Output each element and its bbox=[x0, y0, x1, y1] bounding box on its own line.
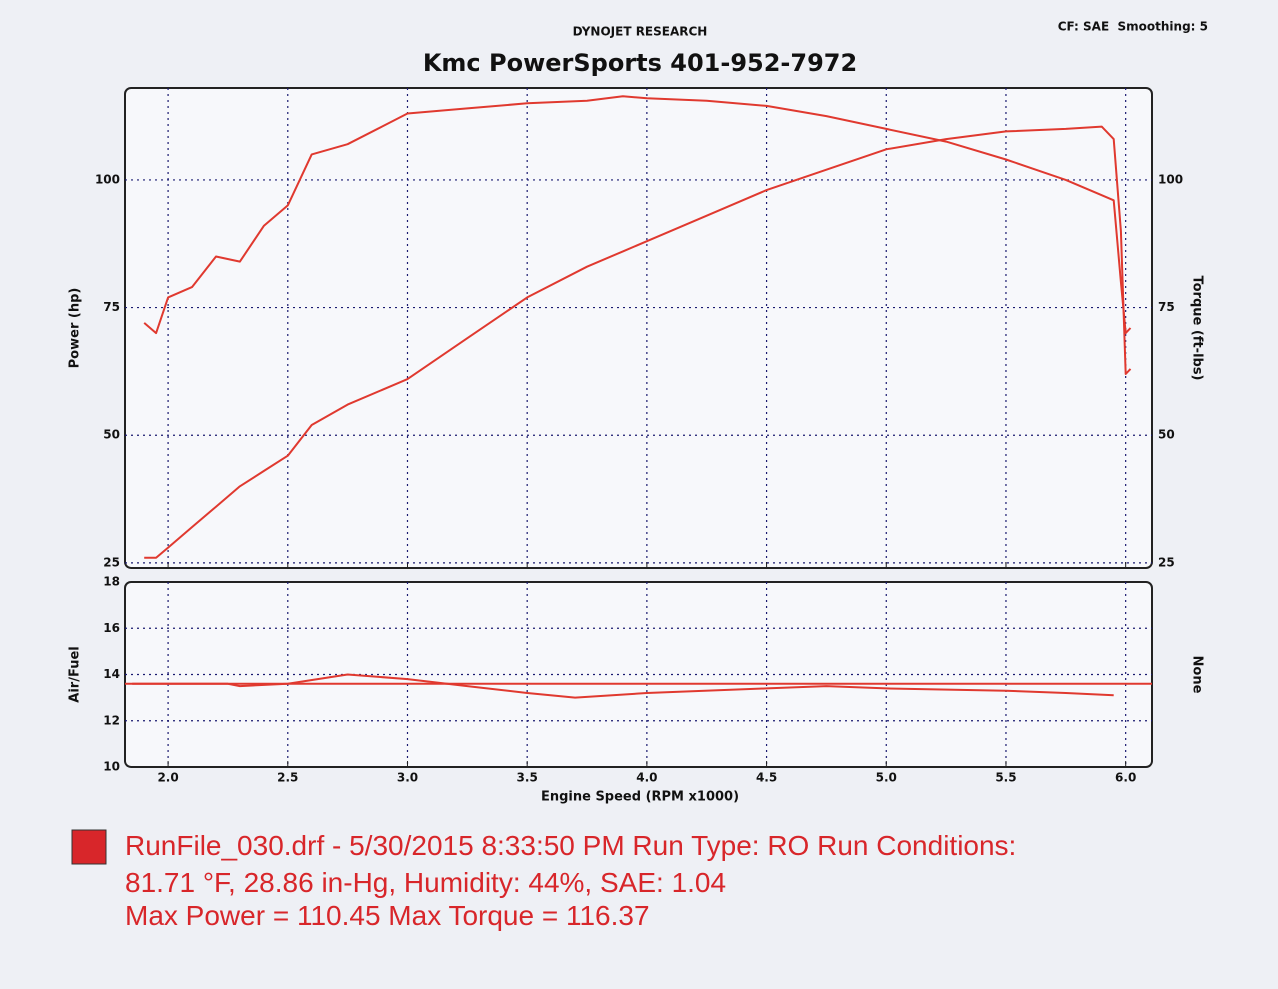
y-tick-label: 75 bbox=[103, 300, 120, 314]
run-conditions: 81.71 °F, 28.86 in-Hg, Humidity: 44%, SA… bbox=[125, 867, 726, 898]
y-tick-label: 50 bbox=[103, 428, 120, 442]
x-tick-label: 2.0 bbox=[157, 771, 178, 785]
title: Kmc PowerSports 401-952-7972 bbox=[423, 49, 857, 77]
x-tick-label: 6.0 bbox=[1115, 771, 1136, 785]
y2-tick-label: 25 bbox=[1158, 555, 1175, 569]
series-line bbox=[143, 95, 1132, 335]
x-tick-label: 5.5 bbox=[995, 771, 1016, 785]
y2-tick-label: 100 bbox=[1158, 172, 1183, 186]
y2-tick-label: 75 bbox=[1158, 300, 1175, 314]
y-axis-title: Air/Fuel bbox=[68, 646, 83, 702]
y2-axis-title: Torque (ft-lbs) bbox=[1190, 275, 1205, 380]
x-tick-label: 3.5 bbox=[517, 771, 538, 785]
plot-area bbox=[124, 87, 1153, 569]
y2-axis-title: None bbox=[1190, 656, 1205, 694]
y-tick-label: 100 bbox=[95, 172, 120, 186]
x-tick-label: 4.5 bbox=[756, 771, 777, 785]
y2-tick-label: 50 bbox=[1158, 428, 1175, 442]
series-line bbox=[132, 673, 1114, 699]
x-tick-label: 3.0 bbox=[397, 771, 418, 785]
max-values: Max Power = 110.45 Max Torque = 116.37 bbox=[125, 900, 650, 931]
brand: DYNOJET RESEARCH bbox=[573, 25, 708, 39]
y-tick-label: 18 bbox=[103, 575, 120, 589]
plot-area bbox=[124, 581, 1153, 768]
y-tick-label: 14 bbox=[103, 667, 120, 681]
settings: CF: SAE Smoothing: 5 bbox=[1058, 20, 1208, 34]
legend-swatch bbox=[71, 829, 107, 865]
run-info: RunFile_030.drf - 5/30/2015 8:33:50 PM R… bbox=[125, 830, 1016, 861]
y-tick-label: 10 bbox=[103, 760, 120, 774]
x-tick-label: 5.0 bbox=[876, 771, 897, 785]
x-tick-label: 4.0 bbox=[636, 771, 657, 785]
x-tick-label: 2.5 bbox=[277, 771, 298, 785]
y-tick-label: 12 bbox=[103, 713, 120, 727]
y-tick-label: 16 bbox=[103, 621, 120, 635]
y-axis-title: Power (hp) bbox=[68, 288, 83, 369]
y-tick-label: 25 bbox=[103, 555, 120, 569]
series-line bbox=[144, 125, 1132, 559]
x-axis-title: Engine Speed (RPM x1000) bbox=[541, 790, 739, 805]
